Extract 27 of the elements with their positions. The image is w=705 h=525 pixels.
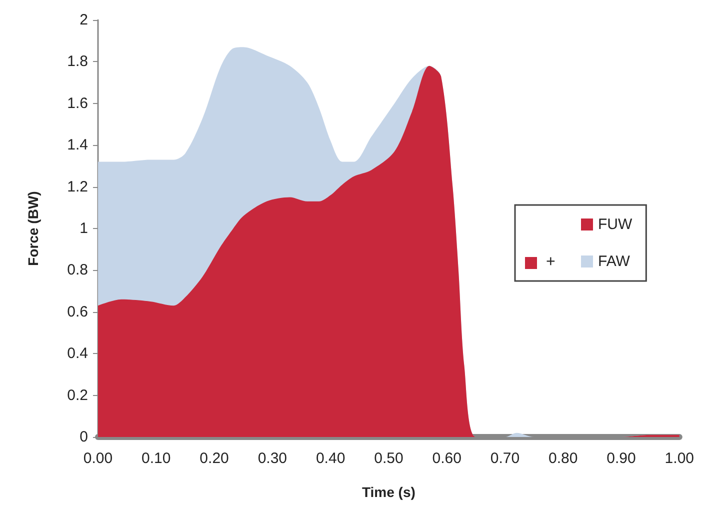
y-tick-label: 1.4 <box>67 136 88 154</box>
legend-label: FAW <box>598 253 631 270</box>
y-tick-label: 1.6 <box>67 94 88 112</box>
y-tick-label: 2 <box>80 12 88 28</box>
x-tick-label: 0.10 <box>142 450 171 467</box>
y-tick-label: 1 <box>80 220 88 237</box>
x-tick-label: 0.50 <box>374 450 404 467</box>
x-tick-label: 0.20 <box>200 450 229 467</box>
y-tick-label: 1.2 <box>67 178 88 196</box>
y-tick-label: 0.4 <box>67 345 88 362</box>
y-tick-label: 0 <box>80 428 88 446</box>
x-tick-label: 0.80 <box>548 450 578 467</box>
y-tick-label: 0.8 <box>67 262 88 279</box>
y-axis-title: Force (BW) <box>25 191 41 266</box>
x-tick-label: 0.00 <box>83 450 113 467</box>
x-tick-label: 0.30 <box>258 450 288 467</box>
x-tick-label: 0.40 <box>316 450 346 467</box>
x-tick-label: 0.60 <box>432 450 462 467</box>
y-tick-label: 0.6 <box>67 303 88 320</box>
x-tick-label: 0.90 <box>606 450 636 467</box>
x-tick-label: 1.00 <box>664 450 694 467</box>
y-tick-label: 0.2 <box>67 386 88 404</box>
legend-label: FUW <box>598 216 633 233</box>
annotation: + <box>546 254 556 270</box>
y-tick-label: 1.8 <box>67 53 88 70</box>
x-tick-label: 0.70 <box>490 450 520 467</box>
x-axis-title: Time (s) <box>362 484 416 500</box>
